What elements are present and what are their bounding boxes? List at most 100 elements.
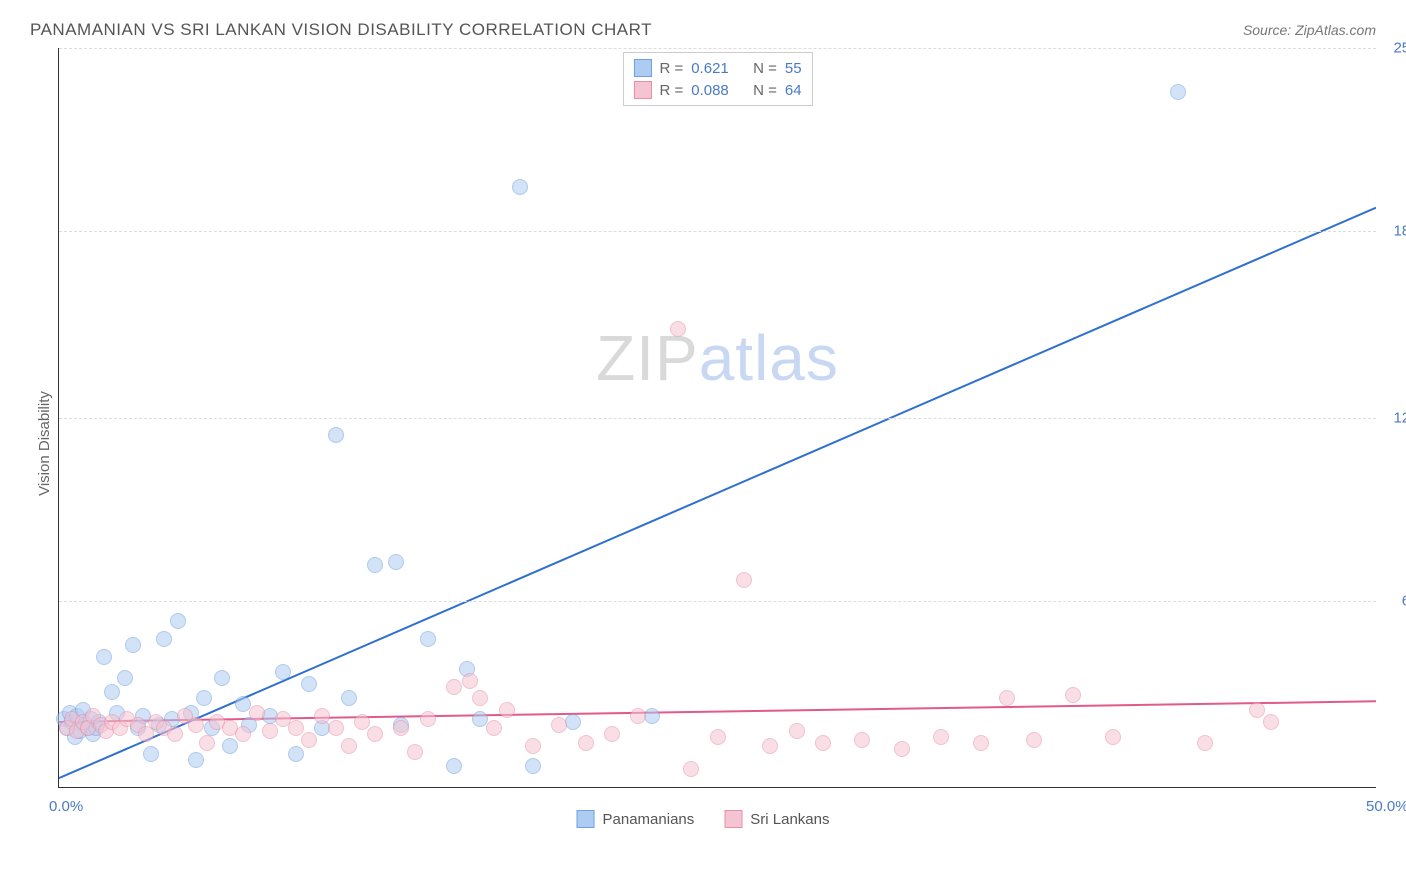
- data-point: [341, 690, 357, 706]
- data-point: [301, 676, 317, 692]
- data-point: [446, 758, 462, 774]
- x-tick-label: 50.0%: [1366, 798, 1406, 815]
- gridline: [59, 418, 1376, 419]
- data-point: [367, 557, 383, 573]
- data-point: [1197, 735, 1213, 751]
- n-value: 55: [785, 60, 802, 77]
- legend-swatch: [633, 81, 651, 99]
- watermark: ZIPatlas: [596, 321, 839, 395]
- data-point: [104, 684, 120, 700]
- data-point: [999, 690, 1015, 706]
- n-label: N =: [753, 82, 777, 99]
- data-point: [188, 717, 204, 733]
- data-point: [630, 708, 646, 724]
- data-point: [117, 670, 133, 686]
- data-point: [249, 705, 265, 721]
- data-point: [235, 726, 251, 742]
- data-point: [854, 732, 870, 748]
- plot-area: ZIPatlas R =0.621 N =55R =0.088 N =64 6.…: [58, 48, 1376, 788]
- data-point: [446, 679, 462, 695]
- data-point: [288, 720, 304, 736]
- y-tick-label: 6.3%: [1402, 592, 1406, 609]
- data-point: [1105, 729, 1121, 745]
- data-point: [407, 744, 423, 760]
- data-point: [222, 738, 238, 754]
- legend-label: Panamanians: [603, 811, 695, 828]
- data-point: [762, 738, 778, 754]
- data-point: [199, 735, 215, 751]
- data-point: [894, 741, 910, 757]
- data-point: [736, 572, 752, 588]
- legend-stats-row: R = 0.621 N = 55: [633, 57, 801, 79]
- data-point: [314, 708, 330, 724]
- legend-item: Panamanians: [577, 810, 695, 828]
- data-point: [1249, 702, 1265, 718]
- gridline: [59, 231, 1376, 232]
- r-value: 0.088: [691, 82, 729, 99]
- data-point: [420, 631, 436, 647]
- legend-swatch: [724, 810, 742, 828]
- chart-container: Vision Disability ZIPatlas R = 0.621 N = 5…: [30, 48, 1376, 838]
- data-point: [472, 690, 488, 706]
- data-point: [367, 726, 383, 742]
- gridline: [59, 48, 1376, 49]
- chart-title: PANAMANIAN VS SRI LANKAN VISION DISABILI…: [30, 20, 652, 40]
- data-point: [1263, 714, 1279, 730]
- y-tick-label: 18.8%: [1393, 223, 1406, 240]
- data-point: [525, 738, 541, 754]
- legend-swatch: [633, 59, 651, 77]
- data-point: [328, 427, 344, 443]
- data-point: [262, 723, 278, 739]
- data-point: [1170, 84, 1186, 100]
- legend-stats-row: R = 0.088 N = 64: [633, 79, 801, 101]
- data-point: [214, 670, 230, 686]
- data-point: [815, 735, 831, 751]
- y-tick-label: 25.0%: [1393, 40, 1406, 57]
- data-point: [96, 649, 112, 665]
- y-tick-label: 12.5%: [1393, 409, 1406, 426]
- data-point: [933, 729, 949, 745]
- data-point: [462, 673, 478, 689]
- data-point: [170, 613, 186, 629]
- legend-label: Sri Lankans: [750, 811, 829, 828]
- data-point: [486, 720, 502, 736]
- data-point: [683, 761, 699, 777]
- n-value: 64: [785, 82, 802, 99]
- data-point: [1065, 687, 1081, 703]
- n-label: N =: [753, 60, 777, 77]
- data-point: [420, 711, 436, 727]
- data-point: [167, 726, 183, 742]
- trend-line: [59, 208, 1376, 779]
- data-point: [388, 554, 404, 570]
- y-axis-label: Vision Disability: [36, 391, 53, 496]
- data-point: [670, 321, 686, 337]
- legend-swatch: [577, 810, 595, 828]
- data-point: [710, 729, 726, 745]
- legend-item: Sri Lankans: [724, 810, 829, 828]
- data-point: [525, 758, 541, 774]
- data-point: [275, 664, 291, 680]
- data-point: [156, 631, 172, 647]
- r-value: 0.621: [691, 60, 729, 77]
- legend-stats: R = 0.621 N = 55 R = 0.088 N = 64: [622, 52, 812, 106]
- data-point: [354, 714, 370, 730]
- data-point: [604, 726, 620, 742]
- data-point: [578, 735, 594, 751]
- data-point: [188, 752, 204, 768]
- x-tick-label: 0.0%: [49, 798, 83, 815]
- data-point: [301, 732, 317, 748]
- data-point: [551, 717, 567, 733]
- data-point: [143, 746, 159, 762]
- data-point: [973, 735, 989, 751]
- r-label: R =: [659, 60, 683, 77]
- data-point: [512, 179, 528, 195]
- data-point: [393, 720, 409, 736]
- source-label: Source: ZipAtlas.com: [1243, 22, 1376, 38]
- data-point: [789, 723, 805, 739]
- gridline: [59, 601, 1376, 602]
- data-point: [499, 702, 515, 718]
- data-point: [196, 690, 212, 706]
- r-label: R =: [659, 82, 683, 99]
- legend-bottom: Panamanians Sri Lankans: [577, 810, 830, 828]
- data-point: [328, 720, 344, 736]
